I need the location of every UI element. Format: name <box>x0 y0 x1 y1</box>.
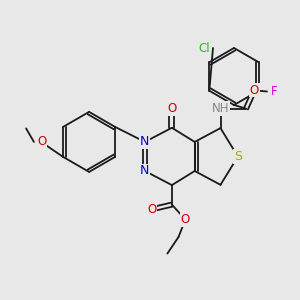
Text: O: O <box>181 213 190 226</box>
Text: O: O <box>167 102 176 116</box>
Text: S: S <box>234 150 242 163</box>
Text: Cl: Cl <box>198 41 210 55</box>
Text: F: F <box>271 85 278 98</box>
Text: O: O <box>37 135 46 148</box>
Text: O: O <box>250 83 259 97</box>
Text: N: N <box>140 135 150 148</box>
Text: O: O <box>147 203 156 216</box>
Text: N: N <box>140 164 150 178</box>
Text: NH: NH <box>212 102 229 115</box>
